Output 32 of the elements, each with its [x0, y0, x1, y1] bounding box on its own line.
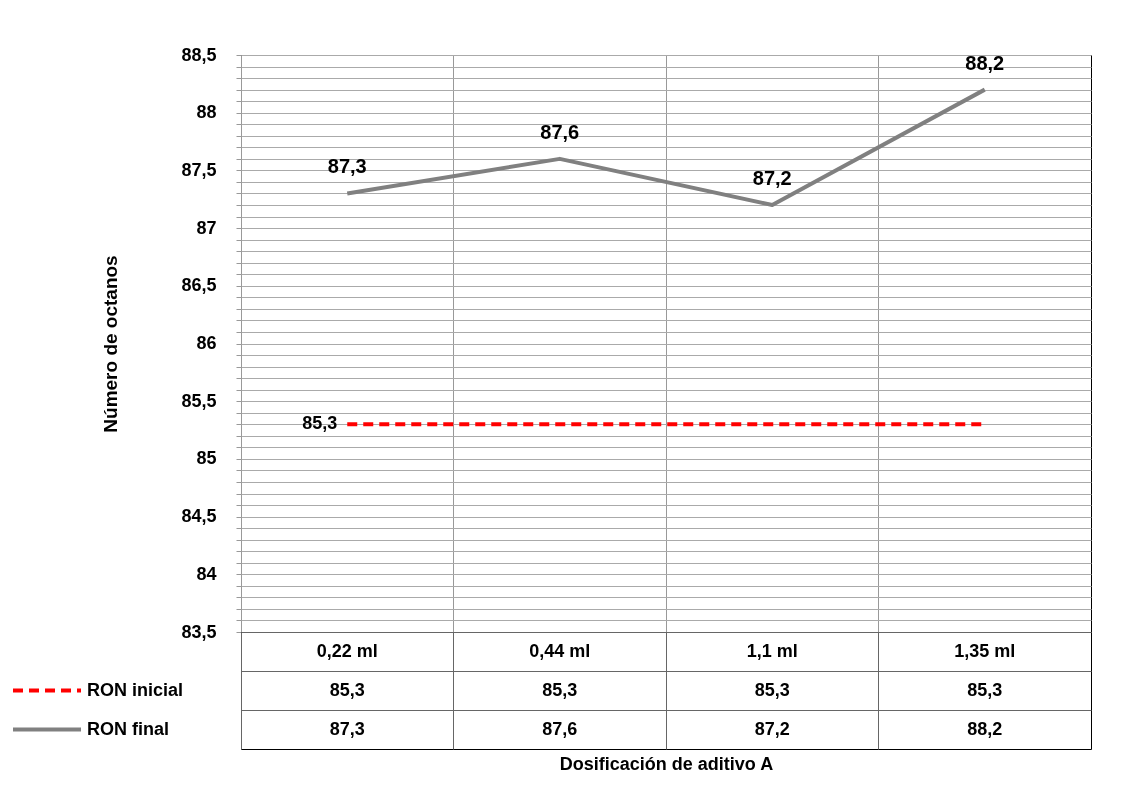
y-tick-label: 84 [196, 563, 217, 584]
data-label: 85,3 [967, 679, 1003, 700]
x-tick-label: 1,35 ml [954, 640, 1016, 661]
data-label: 87,6 [542, 718, 578, 739]
data-label: 87,2 [754, 718, 790, 739]
data-label: 87,3 [329, 718, 365, 739]
text: Dosificación de aditivo A [559, 753, 774, 774]
legend-label: RON inicial [87, 679, 184, 700]
x-tick-label: 0,44 ml [529, 640, 591, 661]
x-tick-label: 1,1 ml [746, 640, 798, 661]
y-tick-label: 87 [196, 217, 217, 238]
data-label: 88,2 [967, 718, 1003, 739]
legend-label: RON final [87, 718, 170, 739]
y-tick-label: 88 [196, 102, 217, 123]
y-axis-title: Número de octanos [100, 255, 122, 433]
y-tick-label: 86 [196, 333, 217, 353]
data-label: 85,3 [754, 679, 790, 700]
data-label: 85,3 [329, 679, 365, 700]
text: 85,3 [302, 413, 338, 434]
text: 87,2 [752, 167, 792, 190]
y-tick-label: 85 [196, 448, 217, 469]
text: 87,6 [540, 120, 580, 143]
y-tick-label: 84,5 [181, 506, 217, 527]
x-tick-label: 0,22 ml [316, 640, 378, 661]
y-tick-label: 88,5 [181, 44, 217, 65]
y-tick-label: 87,5 [181, 159, 217, 180]
text: 88,2 [965, 51, 1005, 74]
data-label: 85,3 [542, 679, 578, 700]
y-tick-label: 86,5 [181, 275, 217, 296]
y-tick-label: 83,5 [181, 621, 217, 642]
y-tick-label: 85,5 [181, 390, 217, 411]
text: 87,3 [327, 155, 367, 178]
